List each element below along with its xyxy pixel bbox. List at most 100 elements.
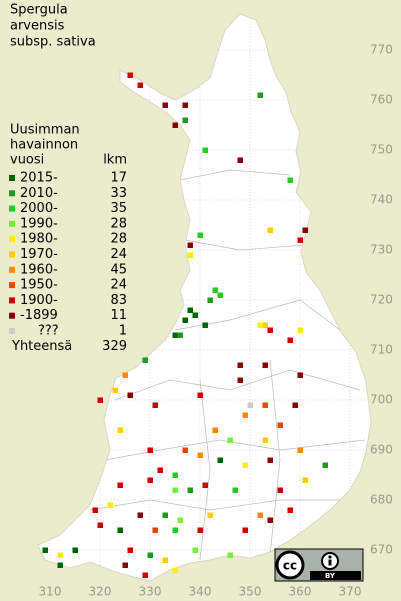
legend-label: 1990-: [20, 216, 58, 231]
observation-square: [242, 412, 248, 418]
region-borders: [89, 169, 366, 561]
x-tick-label: 310: [39, 585, 62, 599]
observation-square: [72, 547, 78, 553]
observation-square: [172, 487, 178, 493]
y-tick-label: 740: [370, 193, 393, 207]
legend-count: 35: [110, 201, 127, 216]
legend-total-label: Yhteensä: [11, 339, 72, 354]
legend-count: 33: [110, 186, 127, 201]
observation-square: [57, 562, 63, 568]
legend-label: 2010-: [20, 186, 58, 201]
observation-square: [152, 402, 158, 408]
observation-square: [197, 392, 203, 398]
observation-square: [237, 362, 243, 368]
observation-square: [277, 487, 283, 493]
observation-square: [57, 552, 63, 558]
observation-square: [207, 512, 213, 518]
legend-header: Uusimman: [10, 123, 80, 138]
legend-count: 24: [110, 278, 127, 293]
legend-swatch: [9, 251, 15, 258]
title-line: subsp. sativa: [10, 35, 96, 50]
observation-square: [157, 467, 163, 473]
observation-square: [177, 332, 183, 338]
y-tick-label: 700: [370, 393, 393, 407]
legend-count: 17: [110, 171, 127, 186]
observation-square: [242, 527, 248, 533]
observation-square: [182, 317, 188, 323]
observation-square: [172, 332, 178, 338]
observation-square: [257, 322, 263, 328]
legend-count: 83: [110, 293, 127, 308]
observation-square: [262, 437, 268, 443]
observation-square: [207, 297, 213, 303]
observation-square: [147, 552, 153, 558]
observation-square: [262, 402, 268, 408]
legend-swatch: [9, 282, 15, 289]
observation-square: [277, 422, 283, 428]
observation-square: [232, 487, 238, 493]
observation-square: [187, 307, 193, 313]
legend-swatch: [9, 297, 15, 304]
y-tick-label: 750: [370, 143, 393, 157]
legend-label: ???: [38, 324, 59, 339]
observation-square: [262, 362, 268, 368]
observation-square: [247, 402, 253, 408]
observation-square: [162, 102, 168, 108]
observation-square: [237, 157, 243, 163]
observation-square: [182, 447, 188, 453]
badge-cc: cc: [283, 559, 297, 573]
y-tick-label: 680: [370, 493, 393, 507]
observation-square: [172, 527, 178, 533]
legend-count-header: lkm: [103, 153, 127, 168]
observation-square: [302, 227, 308, 233]
legend-count: 45: [110, 262, 127, 277]
legend-swatch: [9, 312, 15, 319]
observation-square: [292, 402, 298, 408]
observation-square: [297, 327, 303, 333]
legend-swatch: [9, 328, 15, 334]
y-tick-label: 730: [370, 243, 393, 257]
legend-header: havainnon: [10, 138, 78, 153]
observation-square: [297, 237, 303, 243]
observation-square: [182, 117, 188, 123]
x-tick-label: 360: [289, 585, 312, 599]
observation-square: [172, 122, 178, 128]
y-tick-label: 720: [370, 293, 393, 307]
observation-square: [97, 522, 103, 528]
observation-square: [152, 527, 158, 533]
legend-swatch: [9, 190, 15, 197]
observations: [42, 72, 328, 578]
observation-square: [192, 547, 198, 553]
legend-label: 2000-: [20, 201, 58, 216]
legend-label: 1950-: [20, 278, 58, 293]
observation-square: [142, 572, 148, 578]
observation-square: [107, 502, 113, 508]
observation-square: [137, 512, 143, 518]
observation-square: [192, 312, 198, 318]
observation-square: [212, 287, 218, 293]
observation-square: [122, 562, 128, 568]
observation-square: [202, 322, 208, 328]
observation-square: [142, 357, 148, 363]
observation-square: [97, 397, 103, 403]
observation-square: [117, 482, 123, 488]
legend-total: 329: [102, 339, 127, 354]
y-tick-label: 710: [370, 343, 393, 357]
badge-by: BY: [325, 572, 336, 580]
legend-swatch: [9, 220, 15, 227]
legend-label: 1900-: [20, 293, 58, 308]
observation-square: [137, 82, 143, 88]
y-tick-label: 760: [370, 93, 393, 107]
legend-count: 28: [110, 232, 127, 247]
observation-square: [267, 327, 273, 333]
observation-square: [197, 527, 203, 533]
observation-square: [122, 372, 128, 378]
observation-square: [147, 477, 153, 483]
observation-square: [267, 457, 273, 463]
observation-square: [322, 462, 328, 468]
observation-square: [127, 72, 133, 78]
